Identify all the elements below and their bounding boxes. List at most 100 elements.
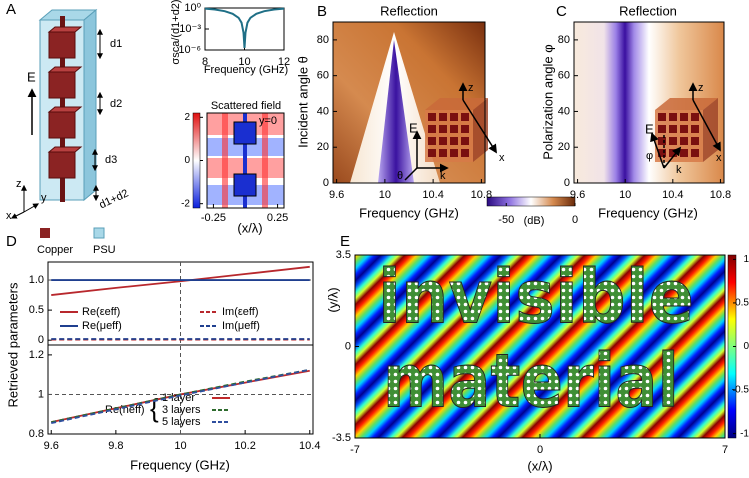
legend-label: Im(μeff) xyxy=(222,320,260,332)
dimension-label: d3 xyxy=(105,154,117,166)
x-tick-label: 9.6 xyxy=(570,189,585,201)
x-tick-label: -0.25 xyxy=(201,212,226,224)
y-tick-label: 1 xyxy=(38,388,44,400)
inset-label: x xyxy=(716,152,722,164)
colorbar-tick-label: 0.5 xyxy=(735,298,749,309)
x-tick-label: 10.8 xyxy=(710,189,731,201)
panel-label: B xyxy=(317,3,327,20)
colorbar-tick-label: 1 xyxy=(743,254,749,265)
inset-label: E xyxy=(409,120,418,135)
inset-label: z xyxy=(698,82,704,94)
y-tick-label: 40 xyxy=(558,105,570,117)
y-tick-label: 0 xyxy=(345,340,351,352)
legend-label: PSU xyxy=(93,244,116,256)
y-tick-label: 0.5 xyxy=(29,304,44,316)
dimension-label: d1+d2 xyxy=(97,187,130,211)
y-tick-label: 0 xyxy=(323,177,329,189)
y-tick-label: 1.0 xyxy=(29,274,44,286)
legend-label: Copper xyxy=(37,244,73,256)
series-line xyxy=(51,265,310,296)
y-tick-label: 80 xyxy=(558,34,570,46)
y-axis-label: Retrieved parameters xyxy=(5,282,20,407)
inset-label: z xyxy=(468,82,474,94)
panel-label: C xyxy=(556,3,567,20)
panel-label: A xyxy=(6,1,16,18)
y-axis-label: Incident angle θ xyxy=(295,56,310,148)
inset-label: θ xyxy=(397,170,403,182)
y-tick-label: 0 xyxy=(38,334,44,346)
x-axis-label: Frequency (GHz) xyxy=(130,457,230,472)
y-tick-label: 10⁻⁶ xyxy=(178,44,201,56)
colorbar-tick-label: 0 xyxy=(572,214,578,226)
y-tick-label: 80 xyxy=(317,34,329,46)
x-tick-label: 0 xyxy=(537,444,543,456)
legend-label: 5 layers xyxy=(162,416,201,428)
y-axis-label: Polarization angle φ xyxy=(540,44,555,159)
wave-field xyxy=(355,255,725,438)
x-tick-label: 10 xyxy=(238,56,250,68)
x-axis-label: Frequency (GHz) xyxy=(359,205,459,220)
inset-label: k xyxy=(440,170,446,182)
series-line xyxy=(51,368,310,425)
pattern-word: material xyxy=(383,339,679,425)
colorbar-tick-label: -2 xyxy=(181,198,190,209)
x-tick-label: 10.4 xyxy=(422,189,443,201)
dimension-label: d1 xyxy=(110,38,122,50)
x-tick-label: 12 xyxy=(278,56,290,68)
y-tick-label: 20 xyxy=(317,141,329,153)
legend-title: Re(neff) xyxy=(105,404,145,416)
dimension-label: d2 xyxy=(110,98,122,110)
x-tick-label: 10.4 xyxy=(662,189,683,201)
annotation: y=0 xyxy=(259,115,277,127)
axis-name: z xyxy=(16,178,22,190)
x-tick-label: 10 xyxy=(174,440,186,452)
plot-title: Reflection xyxy=(380,3,438,18)
y-tick-label: 20 xyxy=(558,141,570,153)
legend-label: 1 layer xyxy=(162,392,195,404)
legend-label: Re(μeff) xyxy=(82,320,122,332)
colorbar-tick-label: 2 xyxy=(184,112,190,123)
x-tick-label: 10.4 xyxy=(299,440,320,452)
inset-sketch xyxy=(650,82,721,169)
x-tick-label: 10.8 xyxy=(471,189,492,201)
x-tick-label: 9.6 xyxy=(44,440,59,452)
x-tick-label: 10 xyxy=(379,189,391,201)
inset-label: x xyxy=(499,152,505,164)
y-tick-label: 0 xyxy=(564,177,570,189)
colorbar xyxy=(486,196,576,207)
y-tick-label: -3.5 xyxy=(332,432,351,444)
panel-label: E xyxy=(340,233,350,250)
inset-sketch xyxy=(404,82,497,181)
x-tick-label: 9.8 xyxy=(108,440,123,452)
colorbar-tick-label: -50 xyxy=(498,214,514,226)
inset-label: k xyxy=(676,164,682,176)
y-tick-label: 0.8 xyxy=(29,428,44,440)
y-tick-label: 10⁻³ xyxy=(179,23,201,35)
colorbar-tick-label: -0.5 xyxy=(732,385,749,396)
y-tick-label: 60 xyxy=(317,70,329,82)
axis-name: x xyxy=(6,210,12,222)
y-tick-label: 1.2 xyxy=(29,349,44,361)
colorbar-tick-label: 0 xyxy=(184,155,190,166)
y-axis-label: σsca/(d1+d2) xyxy=(170,0,182,65)
colorbar xyxy=(192,112,201,209)
x-tick-label: 9.6 xyxy=(329,189,344,201)
plot-frame xyxy=(573,21,725,184)
colorbar-unit: (dB) xyxy=(524,215,545,227)
plot-frame xyxy=(332,21,486,184)
response-curve xyxy=(204,7,285,48)
y-axis-label: (y/λ) xyxy=(325,287,340,312)
inset-label: φ xyxy=(646,150,653,162)
colorbar-tick-label: 0 xyxy=(743,341,749,352)
y-tick-label: 10⁰ xyxy=(184,2,201,14)
plot-title: Reflection xyxy=(619,3,677,18)
x-tick-label: 8 xyxy=(202,56,208,68)
x-tick-label: 7 xyxy=(722,444,728,456)
y-tick-label: 3.5 xyxy=(336,249,351,261)
plot-title: Scattered field xyxy=(211,100,281,112)
legend-label: Im(εeff) xyxy=(222,306,258,318)
x-tick-label: 0.25 xyxy=(267,212,288,224)
x-tick-label: -7 xyxy=(350,444,360,456)
colorbar-tick-label: -1 xyxy=(740,428,749,439)
